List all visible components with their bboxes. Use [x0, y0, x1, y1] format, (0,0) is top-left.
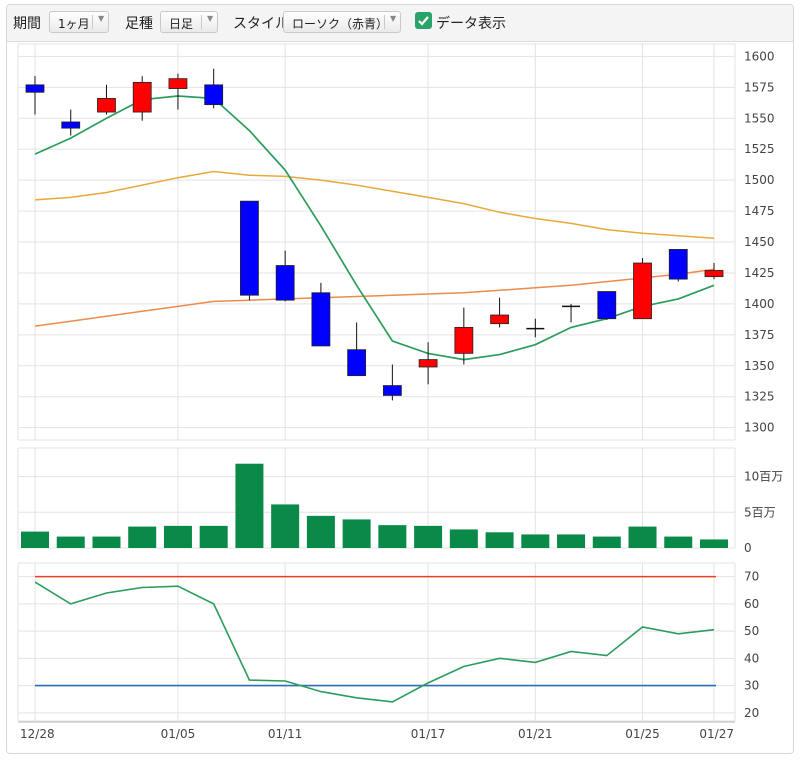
- chevron-down-icon: ▼: [390, 14, 397, 23]
- candle-body: [240, 200, 259, 296]
- ma-mid-line: [34, 170, 715, 240]
- price-tick-label: 1475: [744, 204, 775, 218]
- volume-bar: [378, 525, 407, 548]
- volume-bar: [21, 531, 49, 548]
- volume-bar: [92, 536, 121, 548]
- candle-body: [382, 385, 402, 396]
- style-value: ローソク（赤青）: [292, 17, 389, 31]
- volume-bar: [414, 525, 443, 548]
- price-tick-label: 1400: [744, 297, 775, 311]
- x-tick-label: 12/28: [20, 727, 55, 741]
- x-tick-label: 01/05: [161, 727, 196, 741]
- volume-bar: [56, 536, 85, 548]
- price-tick-label: 1425: [744, 266, 775, 280]
- style-label: スタイル: [233, 16, 289, 32]
- rsi-tick-label: 30: [744, 679, 759, 693]
- candle-type-select[interactable]: 日足 ▼: [160, 11, 218, 33]
- candle-body: [132, 81, 152, 113]
- rsi-tick-label: 70: [744, 570, 759, 584]
- period-value: 1ヶ月: [58, 17, 90, 31]
- candle-body: [490, 314, 509, 325]
- x-tick-label: 01/11: [268, 727, 303, 741]
- volume-bar: [700, 539, 728, 548]
- rsi-line: [34, 581, 715, 703]
- period-select[interactable]: 1ヶ月 ▼: [49, 11, 109, 33]
- chart-widget: 期間 1ヶ月 ▼ 足種 日足 ▼ スタイル ローソク（赤青） ▼ データ表示: [6, 4, 794, 754]
- price-tick-label: 1525: [744, 142, 775, 156]
- candle-body: [668, 249, 688, 280]
- candle-body: [275, 265, 295, 301]
- price-tick-label: 1450: [744, 235, 775, 249]
- candle-body: [418, 359, 438, 368]
- volume-tick-label: 10百万: [744, 470, 783, 484]
- candle-type-label: 足種: [125, 16, 153, 32]
- volume-bar: [342, 519, 371, 548]
- x-tick-label: 01/21: [518, 727, 553, 741]
- rsi-tick-label: 20: [744, 706, 759, 720]
- candle-body: [311, 292, 331, 347]
- candle-body: [704, 270, 724, 278]
- candle-body: [454, 326, 474, 354]
- volume-bar: [235, 463, 264, 548]
- chevron-down-icon: ▼: [98, 14, 105, 23]
- volume-bar: [271, 504, 300, 548]
- show-data-label[interactable]: データ表示: [436, 16, 506, 32]
- volume-bar: [449, 529, 478, 548]
- candle-type-value: 日足: [169, 17, 194, 31]
- ma-short-line: [34, 95, 715, 361]
- volume-bar: [306, 515, 335, 548]
- volume-bar: [557, 534, 586, 548]
- style-select[interactable]: ローソク（赤青） ▼: [283, 11, 401, 33]
- rsi-tick-label: 50: [744, 624, 759, 638]
- volume-bar: [485, 532, 514, 548]
- volume-tick-label: 5百万: [744, 505, 776, 519]
- candle-body: [347, 349, 367, 377]
- rsi-tick-label: 40: [744, 651, 759, 665]
- volume-bar: [128, 526, 157, 548]
- price-tick-label: 1325: [744, 390, 775, 404]
- volume-bar: [628, 526, 657, 548]
- rsi-tick-label: 60: [744, 597, 759, 611]
- price-tick-label: 1500: [744, 173, 775, 187]
- price-tick-label: 1575: [744, 80, 775, 94]
- price-tick-label: 1600: [744, 49, 775, 63]
- x-tick-label: 01/17: [411, 727, 446, 741]
- volume-bar: [592, 536, 621, 548]
- toolbar: 期間 1ヶ月 ▼ 足種 日足 ▼ スタイル ローソク（赤青） ▼ データ表示: [7, 5, 793, 42]
- volume-tick-label: 0: [744, 541, 752, 555]
- candle-body: [61, 121, 81, 129]
- ma-long-line: [34, 268, 715, 327]
- x-tick-label: 01/25: [625, 727, 660, 741]
- checkmark-icon: [418, 16, 429, 26]
- period-label: 期間: [13, 16, 41, 32]
- candle-body: [597, 291, 617, 320]
- price-tick-label: 1375: [744, 328, 775, 342]
- candle-body: [204, 84, 224, 106]
- candle-body: [97, 98, 116, 113]
- volume-bar: [199, 525, 228, 548]
- chevron-down-icon: ▼: [207, 14, 214, 23]
- volume-bar: [521, 534, 550, 548]
- x-tick-label: 01/27: [699, 727, 734, 741]
- candle-body: [168, 78, 188, 89]
- price-tick-label: 1550: [744, 111, 775, 125]
- price-tick-label: 1350: [744, 359, 775, 373]
- volume-bar: [664, 536, 693, 548]
- volume-bar: [163, 525, 192, 548]
- show-data-checkbox[interactable]: [415, 12, 432, 29]
- price-tick-label: 1300: [744, 421, 775, 435]
- candle-body: [633, 262, 652, 320]
- candle-body: [25, 84, 45, 93]
